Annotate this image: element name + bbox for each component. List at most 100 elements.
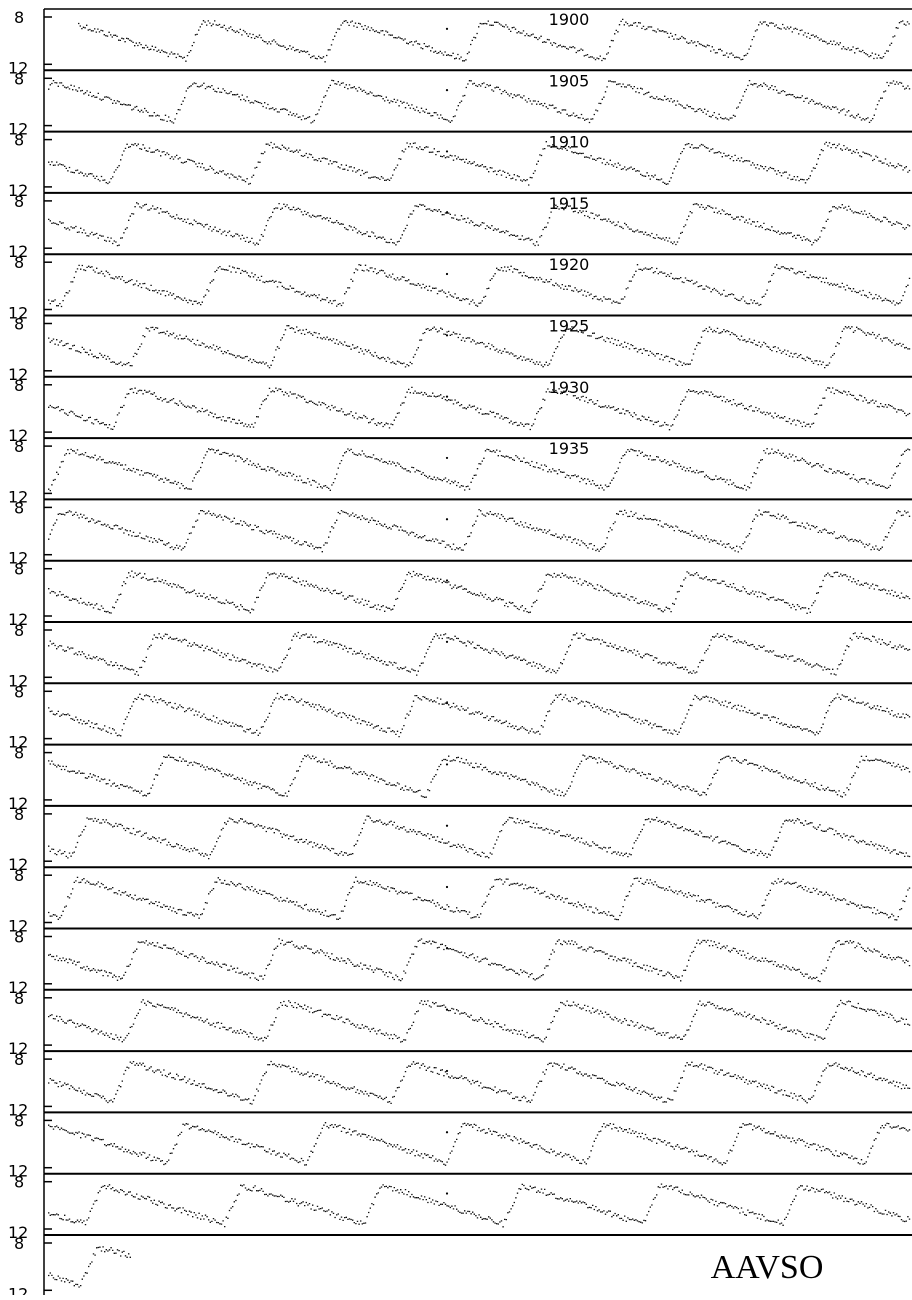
panel-row: 8121965	[8, 744, 912, 813]
light-curve-points	[48, 264, 911, 308]
year-label: 1910	[549, 133, 590, 152]
year-label: 1930	[549, 378, 590, 397]
data-point	[445, 89, 449, 92]
panel-row: 8121975	[8, 866, 912, 936]
y-tick-label-12: 12	[8, 610, 28, 629]
y-tick-label-12: 12	[8, 549, 28, 568]
y-tick-label-8: 8	[14, 682, 24, 701]
y-tick-label-8: 8	[14, 1234, 24, 1253]
y-tick-label-12: 12	[8, 1039, 28, 1058]
panel-row: 81219351940	[8, 437, 912, 506]
y-tick-label-12: 12	[8, 304, 28, 323]
data-point	[445, 763, 449, 766]
panel-row: 8 12 1920	[8, 253, 912, 323]
y-tick-label-8: 8	[14, 498, 24, 517]
panel-row: 8121950	[8, 560, 912, 629]
y-tick-label-12: 12	[8, 1284, 28, 1295]
data-point	[445, 640, 449, 643]
y-tick-label-8: 8	[14, 866, 24, 885]
y-tick-label-8: 8	[14, 989, 24, 1008]
light-curve-points	[48, 692, 911, 738]
y-tick-label-12: 12	[8, 487, 28, 506]
y-tick-label-8: 8	[14, 253, 24, 272]
y-tick-label-8: 8	[14, 560, 24, 579]
panel-row: 8121990	[8, 1050, 912, 1119]
data-point	[445, 1008, 449, 1011]
data-point	[445, 1069, 449, 1073]
panel-row: 8121960	[8, 682, 912, 752]
light-curve-points	[48, 754, 911, 798]
rows-layer: 8121900812190581219108121915812192081219…	[8, 8, 912, 1300]
light-curve-points	[48, 202, 911, 247]
panel-row: 81219952000	[8, 1111, 912, 1181]
y-tick-label-12: 12	[8, 365, 28, 384]
y-tick-label-12: 12	[8, 242, 28, 261]
y-tick-label-12: 12	[8, 1100, 28, 1119]
y-tick-label-8: 8	[14, 928, 24, 947]
light-curve-points	[48, 1246, 131, 1288]
y-tick-label-12: 12	[8, 917, 28, 936]
light-curve-points	[48, 815, 911, 860]
y-tick-label-12: 12	[8, 120, 28, 139]
panel-row: 8 12 1930	[8, 376, 912, 445]
year-label: 1905	[549, 71, 590, 90]
y-tick-label-12: 12	[8, 181, 28, 200]
data-point	[445, 334, 449, 337]
y-tick-label-8: 8	[14, 437, 24, 456]
light-curve-points	[48, 448, 911, 492]
light-curve-points	[48, 508, 911, 553]
y-tick-label-12: 12	[8, 733, 28, 752]
data-point	[445, 456, 449, 460]
light-curve-points	[48, 1122, 911, 1166]
y-tick-label-8: 8	[14, 69, 24, 88]
data-point	[445, 1131, 449, 1134]
light-curve-points	[48, 79, 911, 124]
y-tick-label-12: 12	[8, 671, 28, 690]
data-point	[445, 395, 449, 398]
data-point	[445, 885, 449, 889]
y-tick-label-12: 12	[8, 58, 28, 77]
light-curve-points	[78, 18, 910, 63]
y-tick-label-8: 8	[14, 8, 24, 27]
y-tick-label-8: 8	[14, 1111, 24, 1130]
light-curve-points	[48, 141, 911, 186]
y-tick-label-12: 12	[8, 1223, 28, 1242]
year-label: 1935	[549, 439, 590, 458]
year-label: 1920	[549, 255, 590, 274]
light-curve-points	[48, 325, 911, 369]
light-curve-points	[48, 876, 911, 921]
panel-row: 8 12 1905	[8, 69, 912, 139]
data-point	[445, 272, 449, 276]
light-curve-points	[48, 938, 911, 983]
y-tick-label-8: 8	[14, 621, 24, 640]
y-tick-label-12: 12	[8, 794, 28, 813]
data-point	[445, 1192, 449, 1195]
y-tick-label-8: 8	[14, 1173, 24, 1192]
data-point	[445, 518, 449, 521]
y-tick-label-8: 8	[14, 376, 24, 395]
data-point	[445, 824, 449, 827]
panel-row: 8121970	[8, 805, 912, 874]
panel-row: 8 12 1900	[8, 8, 912, 77]
panel-row: 8121980	[8, 928, 912, 997]
data-point	[445, 27, 449, 30]
panel-row: 8 12 1925	[8, 315, 912, 384]
light-curve-points	[48, 999, 911, 1043]
panel-row: 8121985	[8, 989, 912, 1058]
aavso-credit-label: AAVSO	[711, 1249, 824, 1286]
y-tick-label-8: 8	[14, 131, 24, 150]
year-label: 1900	[549, 10, 590, 29]
y-tick-label-12: 12	[8, 978, 28, 997]
data-point	[445, 702, 449, 705]
panel-row: 8 12 1915	[8, 192, 912, 261]
data-point	[445, 579, 449, 582]
panel-row: 8122005	[8, 1173, 912, 1242]
y-tick-label-8: 8	[14, 315, 24, 334]
light-curve-points	[48, 570, 911, 614]
light-curve-points	[48, 1060, 911, 1105]
data-point	[445, 947, 449, 950]
y-tick-label-8: 8	[14, 805, 24, 824]
y-tick-label-8: 8	[14, 192, 24, 211]
